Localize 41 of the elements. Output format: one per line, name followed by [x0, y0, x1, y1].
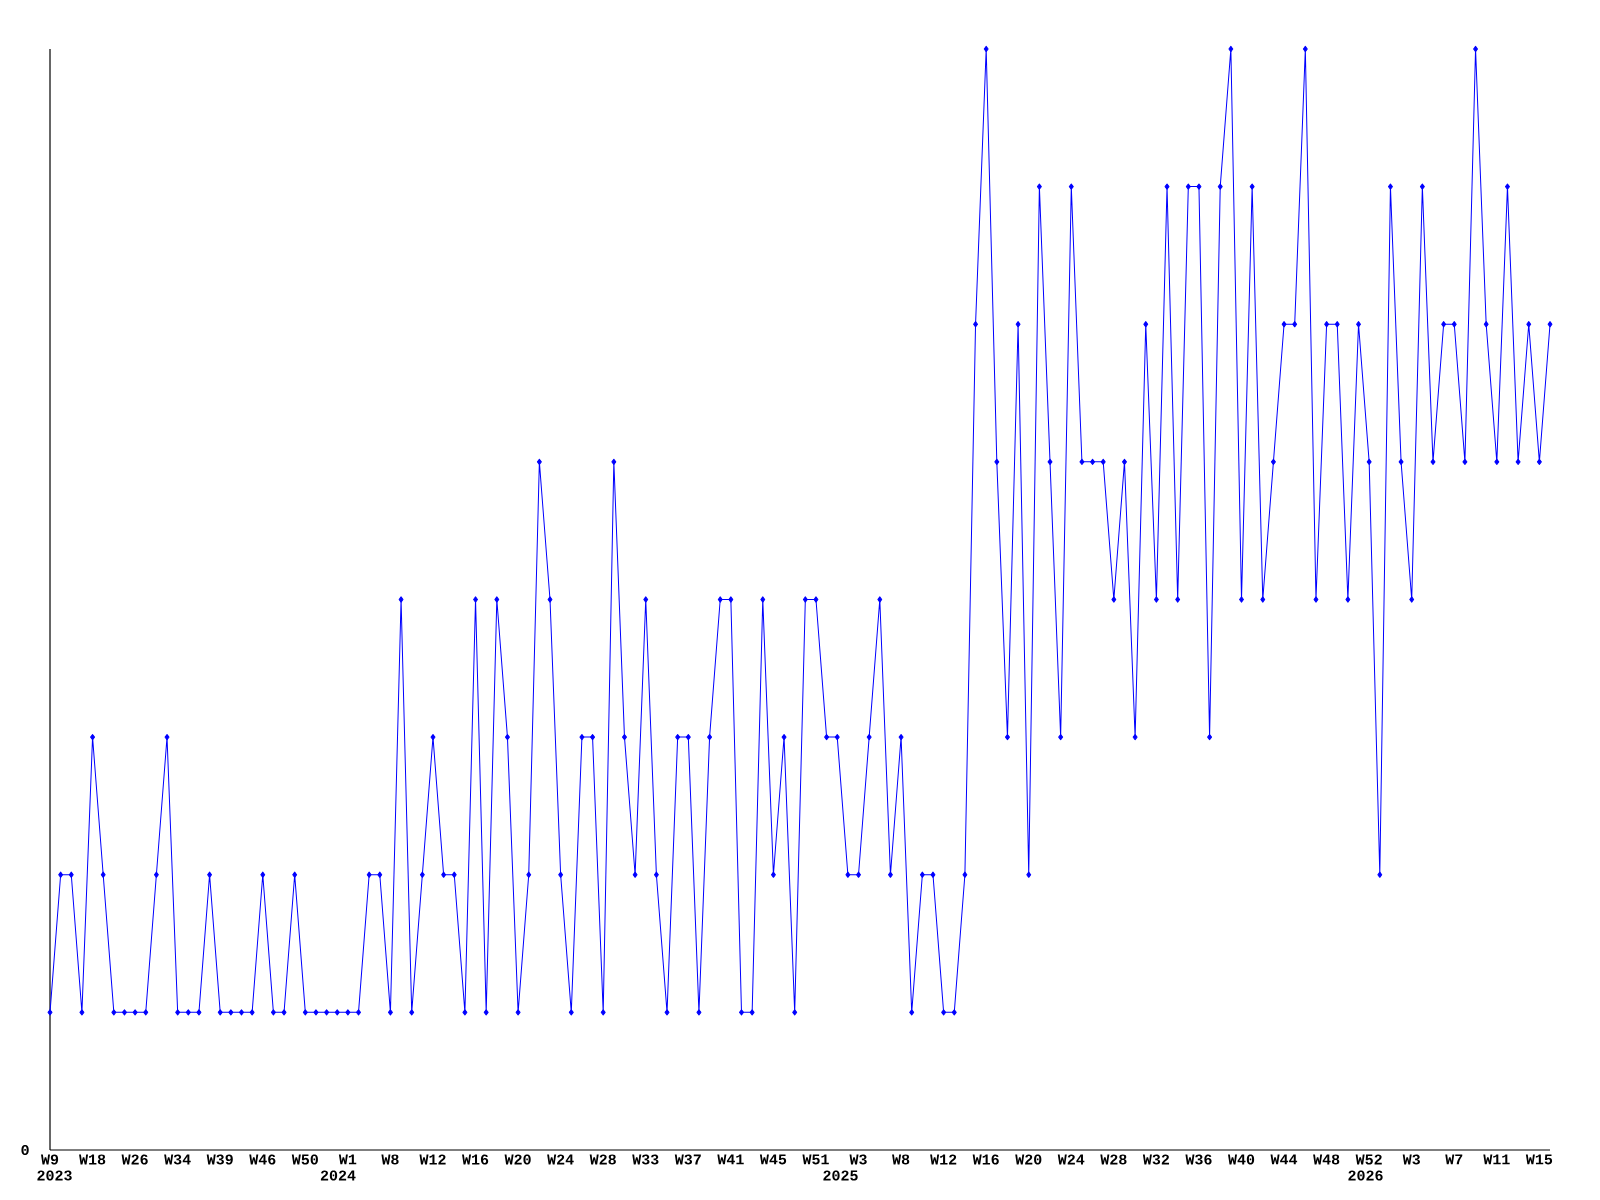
x-tick-label: W18 [79, 1154, 106, 1165]
x-tick-label: W44 [1270, 1154, 1298, 1165]
x-tick-label: W8 [381, 1154, 399, 1165]
x-tick-label: W46 [249, 1154, 276, 1165]
x-tick-label: W45 [759, 1154, 787, 1165]
x-tick-label: W3 [849, 1154, 867, 1165]
x-tick-label: W48 [1313, 1154, 1340, 1165]
x-tick-label: W9 [41, 1154, 59, 1165]
text: 2024 [320, 1170, 356, 1181]
x-tick-label: W7 [1445, 1154, 1463, 1165]
x-tick-label: W15 [1525, 1154, 1553, 1165]
x-tick-label: W11 [1483, 1154, 1510, 1165]
text: 2023 [37, 1170, 72, 1181]
x-tick-label: W26 [121, 1154, 148, 1165]
x-tick-label: W32 [1142, 1154, 1170, 1165]
x-tick-label: W28 [1100, 1154, 1127, 1165]
text: 2025 [823, 1170, 858, 1181]
x-tick-label: W8 [892, 1154, 910, 1165]
x-tick-label: W39 [206, 1154, 233, 1165]
x-tick-label: W16 [972, 1154, 999, 1165]
x-tick-label: W1 [338, 1154, 357, 1165]
x-tick-label: W20 [1015, 1154, 1042, 1165]
x-tick-label: W41 [717, 1154, 744, 1165]
x-tick-label: W51 [802, 1154, 829, 1165]
text: 0 [21, 1144, 29, 1156]
x-tick-label: W37 [674, 1154, 701, 1165]
x-tick-label: W34 [164, 1154, 191, 1165]
x-tick-label: W16 [462, 1154, 489, 1165]
x-tick-label: W33 [632, 1154, 659, 1165]
x-tick-label: W12 [419, 1154, 446, 1165]
x-tick-label: W12 [930, 1154, 957, 1165]
x-tick-label: W20 [504, 1154, 531, 1165]
x-tick-label: W24 [547, 1154, 574, 1165]
x-tick-label: W50 [291, 1154, 318, 1165]
text: 2026 [1348, 1170, 1383, 1181]
x-tick-label: W24 [1057, 1154, 1085, 1165]
x-tick-label: W40 [1228, 1154, 1255, 1165]
x-tick-label: W3 [1402, 1154, 1420, 1165]
x-tick-label: W52 [1355, 1154, 1382, 1165]
x-tick-label: W36 [1185, 1154, 1212, 1165]
x-tick-label: W28 [589, 1154, 616, 1165]
